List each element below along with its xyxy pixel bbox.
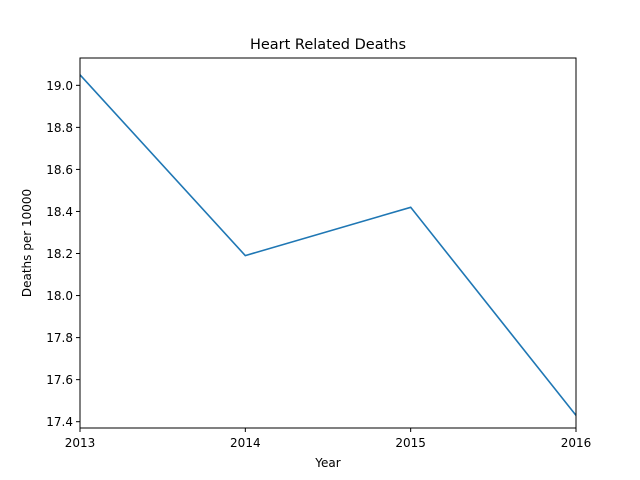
y-tick-label: 18.4 — [46, 205, 73, 219]
series-line — [79, 74, 577, 416]
x-axis-ticks: 2013 2014 2015 2016 — [65, 428, 592, 450]
y-axis-ticks: 17.4 17.6 17.8 18.0 18.2 18.4 18.6 18.8 19.0 — [46, 79, 80, 429]
y-tick-label: 18.6 — [46, 163, 73, 177]
plot-frame — [79, 57, 577, 429]
y-tick-label: 18.0 — [46, 289, 73, 303]
x-tick-label: 2015 — [395, 436, 426, 450]
y-tick-label: 17.4 — [46, 415, 73, 429]
y-tick-label: 18.8 — [46, 121, 73, 135]
y-tick-label: 17.8 — [46, 331, 73, 345]
x-tick-label: 2013 — [65, 436, 96, 450]
x-tick-label: 2016 — [561, 436, 592, 450]
y-axis-label: Deaths per 10000 — [20, 189, 34, 297]
y-tick-label: 17.6 — [46, 373, 73, 387]
y-tick-label: 18.2 — [46, 247, 73, 261]
x-axis-label: Year — [314, 456, 340, 470]
x-tick-label: 2014 — [230, 436, 261, 450]
chart-title: Heart Related Deaths — [250, 37, 406, 53]
y-tick-label: 19.0 — [46, 79, 73, 93]
